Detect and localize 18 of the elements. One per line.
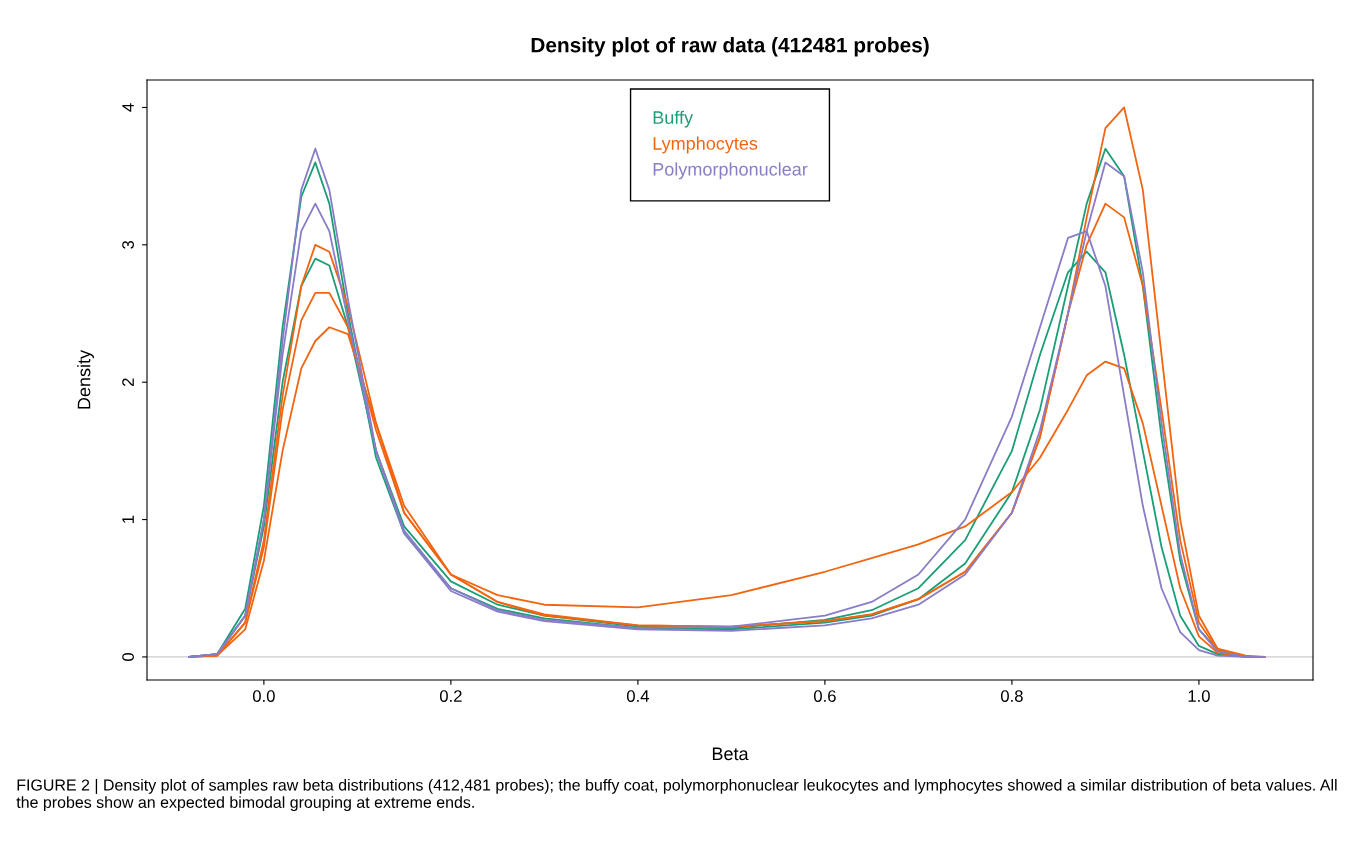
y-tick-label: 1	[122, 515, 134, 523]
x-tick-label: 0.0	[252, 690, 275, 702]
y-tick-label: 2	[122, 378, 134, 386]
x-tick-label: 1.0	[1188, 690, 1210, 702]
caption: FIGURE 2 | Density plot of samples raw beta distributions (412,481 probes); the buffy coat, polymorphonuclear leukocytes and lymphocytes showed a similar distribution of beta values. All the probes show an expected bimodal grouping at extreme ends.	[16, 778, 1337, 812]
text: Lymphocytes	[653, 136, 758, 154]
y-axis-title: Density	[77, 349, 94, 409]
y-tick-label: 3	[122, 240, 134, 249]
y-tick-label: 0	[122, 652, 134, 661]
x-tick-label: 0.2	[439, 690, 462, 702]
text: Buffy	[653, 110, 694, 128]
chart-title: Density plot of raw data (412481 probes)	[531, 37, 929, 57]
text: Polymorphonuclear	[653, 162, 808, 180]
y-tick-label: 4	[122, 103, 134, 112]
x-tick-label: 0.8	[1000, 690, 1023, 702]
x-axis-title: Beta	[712, 747, 749, 761]
x-tick-label: 0.4	[626, 690, 649, 702]
x-tick-label: 0.6	[813, 690, 836, 702]
